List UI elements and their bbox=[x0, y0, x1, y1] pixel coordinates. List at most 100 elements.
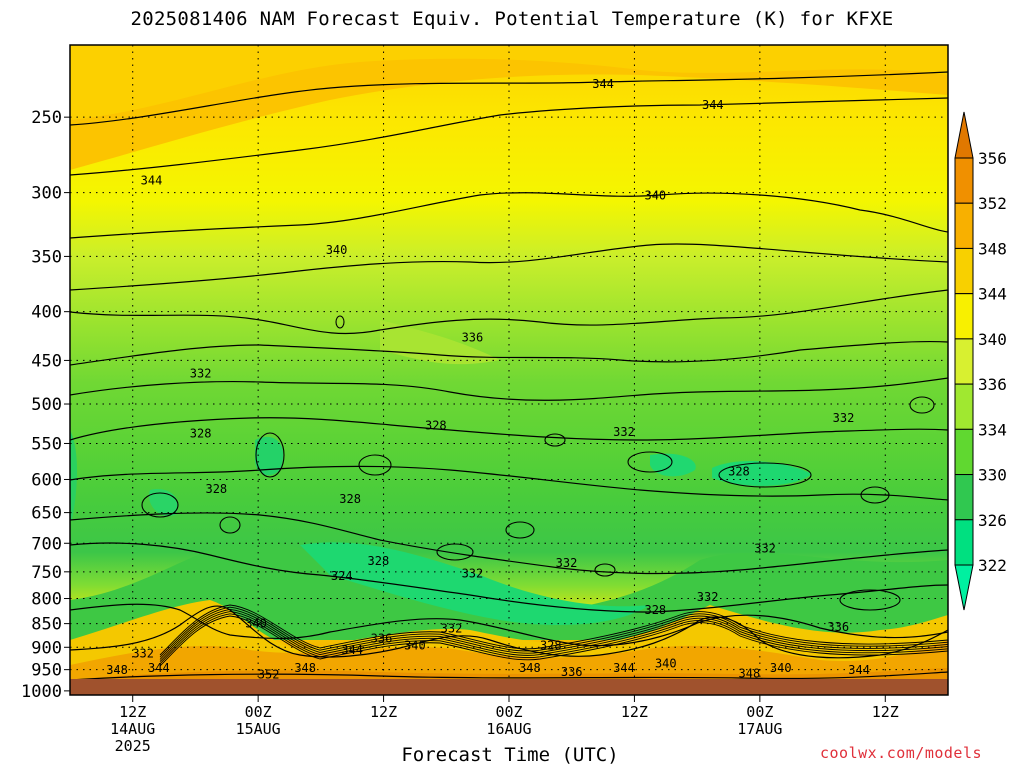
chart-title: 2025081406 NAM Forecast Equiv. Potential… bbox=[130, 8, 894, 30]
closed-contour-4 bbox=[141, 492, 179, 518]
front-contour-3 bbox=[159, 611, 741, 662]
front-contour-e-0 bbox=[739, 624, 948, 645]
plot-area: 3443443443403403363323323323323323323323… bbox=[69, 44, 949, 696]
colorbar-segment-2 bbox=[954, 247, 974, 295]
x-tick-label-12-0: 12Z bbox=[119, 703, 146, 721]
colorbar-label-356-0: 356 bbox=[978, 149, 1007, 168]
y-tick-label-1000: 1000 bbox=[21, 682, 62, 702]
contour-line-5 bbox=[70, 340, 948, 366]
closed-contour-2 bbox=[718, 462, 812, 488]
front-contour-e-2 bbox=[739, 628, 948, 649]
ground-strip bbox=[70, 679, 948, 695]
contour-label-17: 328 bbox=[425, 419, 447, 433]
y-tick-label-950: 950 bbox=[31, 661, 62, 681]
contour-label-0: 344 bbox=[141, 173, 163, 187]
contour-line-2 bbox=[70, 192, 948, 239]
y-tick-label-300: 300 bbox=[31, 184, 62, 204]
shaded-region-9 bbox=[255, 436, 284, 476]
y-tick-label-750: 750 bbox=[31, 563, 62, 583]
y-axis: 250 300 350 400 450 500 550 600 650 700 750 800 850 9… bbox=[21, 108, 70, 702]
x-tick-label-84-0: 12Z bbox=[872, 703, 899, 721]
y-tick-label-500: 500 bbox=[31, 395, 62, 415]
colorbar-label-352-1: 352 bbox=[978, 194, 1007, 213]
contour-label-7: 332 bbox=[613, 425, 635, 439]
closed-contour-3 bbox=[255, 432, 285, 478]
shaded-region-12 bbox=[70, 430, 77, 520]
colorbar-segment-7 bbox=[954, 474, 974, 521]
contour-label-39: 332 bbox=[132, 646, 154, 660]
contour-label-33: 344 bbox=[848, 663, 870, 677]
x-tick-label-60-0: 12Z bbox=[621, 703, 648, 721]
contour-label-18: 328 bbox=[368, 554, 390, 568]
contour-labels: 3443443443403403363323323323323323323323… bbox=[106, 77, 870, 681]
contour-label-24: 340 bbox=[404, 639, 426, 653]
contour-label-34: 348 bbox=[106, 663, 128, 677]
closed-contour-6 bbox=[594, 563, 616, 577]
colorbar-top-arrow bbox=[954, 111, 974, 159]
closed-contour-5 bbox=[436, 543, 474, 561]
x-tick-label-12-2: 2025 bbox=[115, 737, 151, 755]
front-contour-e-1 bbox=[739, 626, 948, 647]
contour-label-19: 328 bbox=[728, 464, 750, 478]
contour-label-26: 340 bbox=[770, 661, 792, 675]
front-contour-e-5 bbox=[739, 635, 948, 656]
colorbar-segment-1 bbox=[954, 202, 974, 249]
contour-label-23: 340 bbox=[245, 616, 267, 630]
contour-label-10: 332 bbox=[441, 621, 463, 635]
closed-contour-10 bbox=[505, 521, 535, 539]
contour-line-0 bbox=[70, 71, 948, 126]
x-tick-label-48-1: 16AUG bbox=[486, 720, 531, 738]
colorbar-label-330-7: 330 bbox=[978, 466, 1007, 485]
x-tick-label-72-0: 00Z bbox=[746, 703, 773, 721]
x-tick-label-36-0: 12Z bbox=[370, 703, 397, 721]
x-tick-label-24-0: 00Z bbox=[245, 703, 272, 721]
y-tick-label-850: 850 bbox=[31, 615, 62, 635]
contour-label-6: 332 bbox=[190, 367, 212, 381]
shaded-region-1 bbox=[70, 45, 948, 120]
front-band bbox=[159, 604, 948, 667]
contour-line-4 bbox=[70, 289, 948, 335]
contour-label-22: 324 bbox=[331, 569, 353, 583]
closed-contour-12 bbox=[544, 433, 566, 447]
y-tick-label-550: 550 bbox=[31, 434, 62, 454]
colorbar-label-340-4: 340 bbox=[978, 330, 1007, 349]
y-tick-label-700: 700 bbox=[31, 534, 62, 554]
credit-link[interactable]: coolwx.com/models bbox=[820, 744, 983, 762]
contour-label-21: 328 bbox=[540, 639, 562, 653]
y-tick-label-900: 900 bbox=[31, 638, 62, 658]
contour-label-25: 340 bbox=[655, 656, 677, 670]
contour-label-38: 352 bbox=[258, 667, 280, 681]
contour-line-9 bbox=[70, 512, 948, 575]
front-contour-2 bbox=[159, 608, 741, 660]
contour-label-35: 348 bbox=[294, 661, 316, 675]
contour-line-3 bbox=[70, 243, 948, 291]
contour-label-4: 340 bbox=[644, 188, 666, 202]
y-tick-label-600: 600 bbox=[31, 470, 62, 490]
colorbar-label-344-3: 344 bbox=[978, 285, 1007, 304]
colorbar: 356 352 348 344 340 336 334 330 326 322 bbox=[954, 111, 1007, 611]
colorbar-segment-3 bbox=[954, 293, 974, 340]
contour-label-14: 328 bbox=[190, 426, 212, 440]
colorbar-segment-8 bbox=[954, 519, 974, 566]
contour-label-13: 332 bbox=[556, 556, 578, 570]
contour-label-8: 332 bbox=[833, 411, 855, 425]
contour-line-12 bbox=[70, 605, 948, 659]
grid bbox=[70, 45, 948, 695]
front-contour-e-4 bbox=[739, 633, 948, 654]
y-tick-label-650: 650 bbox=[31, 504, 62, 524]
contour-label-20: 328 bbox=[644, 603, 666, 617]
contour-label-5: 336 bbox=[462, 331, 484, 345]
contour-line-10 bbox=[70, 542, 948, 613]
front-contour-5 bbox=[159, 615, 741, 667]
x-tick-label-24-1: 15AUG bbox=[236, 720, 281, 738]
colorbar-label-336-5: 336 bbox=[978, 375, 1007, 394]
contour-label-16: 328 bbox=[339, 492, 361, 506]
closed-contour-13 bbox=[839, 589, 901, 611]
contour-line-7 bbox=[70, 417, 948, 441]
closed-contour-9 bbox=[219, 516, 241, 534]
contour-line-8 bbox=[70, 465, 948, 501]
shaded-region-11 bbox=[712, 461, 812, 486]
closed-contour-8 bbox=[358, 454, 392, 476]
